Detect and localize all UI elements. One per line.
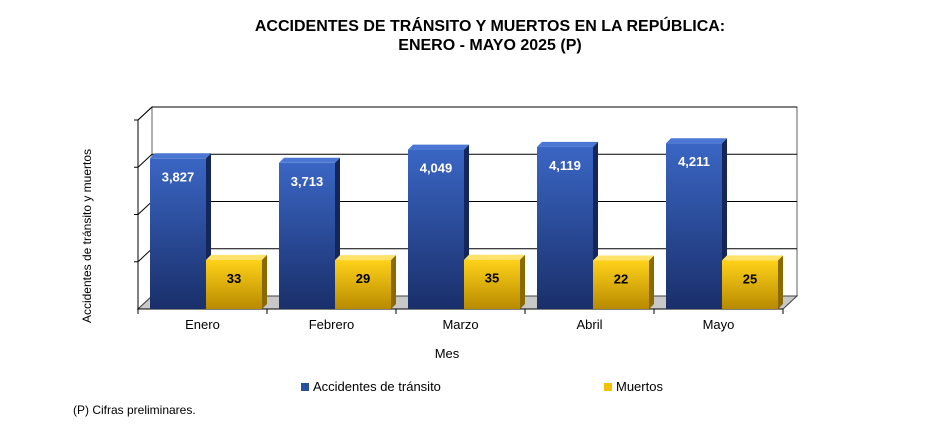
bar-accidents-front <box>408 149 464 309</box>
gridline-depth <box>137 201 153 215</box>
bar-deaths-front <box>593 260 649 309</box>
legend-swatch-deaths <box>604 382 612 391</box>
bar-accidents-top <box>279 157 340 163</box>
bar-deaths-side <box>262 254 267 309</box>
y-axis-label: Accidentes de tránsito y muertos <box>80 149 94 323</box>
bar-deaths-top <box>593 255 654 261</box>
footnote: (P) Cifras preliminares. <box>73 403 196 417</box>
x-tick-label-marzo: Marzo <box>442 317 478 332</box>
data-label-deaths: 29 <box>356 271 370 286</box>
bar-accidents-front <box>279 162 335 309</box>
chart-title-line-1: ACCIDENTES DE TRÁNSITO Y MUERTOS EN LA R… <box>254 18 726 35</box>
bar-deaths-top <box>206 254 267 260</box>
data-label-accidents: 3,713 <box>291 174 324 189</box>
data-label-deaths: 33 <box>227 271 241 286</box>
gridline-depth <box>137 106 153 121</box>
bar-accidents-abril: 4,119 <box>537 141 598 309</box>
data-label-accidents: 4,119 <box>549 158 581 173</box>
legend-item-deaths: Muertos <box>604 379 663 394</box>
x-tick-label-abril: Abril <box>576 317 602 332</box>
bar-deaths-side <box>391 255 396 309</box>
x-axis-label: Mes <box>435 346 460 361</box>
bar-accidents-marzo: 4,049 <box>408 144 469 309</box>
bar-deaths-enero: 33 <box>206 254 267 309</box>
legend-item-accidents: Accidentes de tránsito <box>301 379 441 394</box>
bar-deaths-side <box>520 254 525 309</box>
data-label-accidents: 3,827 <box>162 169 195 184</box>
bar-accidents-top <box>537 141 598 147</box>
bar-deaths-abril: 22 <box>593 255 654 309</box>
bar-deaths-top <box>335 255 396 261</box>
bar-accidents-front <box>537 146 593 309</box>
chart-title-line-2: ENERO - MAYO 2025 (P) <box>398 37 582 54</box>
bar-accidents-febrero: 3,713 <box>279 157 340 309</box>
data-label-accidents: 4,211 <box>678 154 710 169</box>
bar-accidents-top <box>666 138 727 144</box>
data-label-deaths: 25 <box>743 271 757 286</box>
bar-deaths-top <box>464 254 525 260</box>
data-label-deaths: 22 <box>614 271 628 286</box>
bar-deaths-front <box>335 260 391 309</box>
bar-deaths-mayo: 25 <box>722 255 783 309</box>
bar-deaths-febrero: 29 <box>335 255 396 309</box>
x-tick-label-febrero: Febrero <box>309 317 355 332</box>
gridline-depth <box>137 153 153 168</box>
bar-accidents-mayo: 4,211 <box>666 138 727 309</box>
bar-deaths-front <box>206 259 262 309</box>
bar-deaths-front <box>464 259 520 309</box>
bar-accidents-top <box>150 153 211 159</box>
bar-deaths-side <box>649 255 654 309</box>
gridline-depth <box>137 248 153 263</box>
legend-label-accidents: Accidentes de tránsito <box>313 379 441 394</box>
legend-label-deaths: Muertos <box>616 379 663 394</box>
legend-swatch-accidents <box>301 382 309 391</box>
data-label-deaths: 35 <box>485 271 499 286</box>
bar-deaths-side <box>778 255 783 309</box>
bar-accidents-enero: 3,827 <box>150 153 211 309</box>
bar-accidents-front <box>666 143 722 309</box>
bar-accidents-front <box>150 158 206 309</box>
bar-accidents-top <box>408 144 469 150</box>
data-label-accidents: 4,049 <box>420 161 453 176</box>
x-tick-label-mayo: Mayo <box>703 317 735 332</box>
bar-deaths-top <box>722 255 783 261</box>
x-tick-label-enero: Enero <box>185 317 220 332</box>
bar-deaths-front <box>722 260 778 309</box>
bar-deaths-marzo: 35 <box>464 254 525 309</box>
